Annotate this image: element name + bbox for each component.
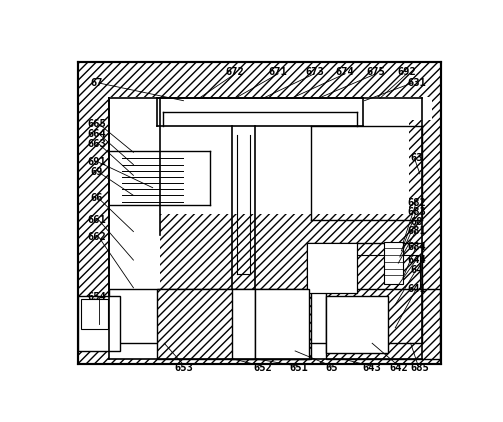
Text: 663: 663 xyxy=(87,139,106,149)
Bar xyxy=(109,289,425,359)
Bar xyxy=(307,243,357,293)
Bar xyxy=(109,97,309,214)
Text: 631: 631 xyxy=(407,78,426,88)
Text: 642: 642 xyxy=(390,363,408,373)
Bar xyxy=(78,295,120,351)
Bar xyxy=(326,255,420,341)
Bar xyxy=(384,242,403,284)
Text: 692: 692 xyxy=(397,67,416,77)
Text: 652: 652 xyxy=(254,363,272,373)
Text: 69: 69 xyxy=(90,167,103,177)
Text: 67: 67 xyxy=(90,78,103,88)
Text: 682: 682 xyxy=(407,198,426,208)
Text: 685: 685 xyxy=(410,363,429,373)
Text: 684: 684 xyxy=(407,242,426,252)
Bar xyxy=(109,97,159,345)
Text: 673: 673 xyxy=(305,67,324,77)
Bar xyxy=(309,97,409,214)
Text: 63: 63 xyxy=(410,154,423,163)
Text: 681: 681 xyxy=(407,226,426,236)
Bar xyxy=(232,289,255,359)
Text: 64: 64 xyxy=(410,265,423,275)
Text: 664: 664 xyxy=(87,129,106,139)
Text: 665: 665 xyxy=(87,119,106,129)
Text: 662: 662 xyxy=(87,232,106,242)
Text: 643: 643 xyxy=(363,363,381,373)
Text: 644: 644 xyxy=(407,255,426,265)
Text: 671: 671 xyxy=(269,67,288,77)
Text: 641: 641 xyxy=(407,284,426,294)
Bar xyxy=(109,289,236,343)
Text: 674: 674 xyxy=(336,67,355,77)
Text: 691: 691 xyxy=(87,157,106,167)
Text: 653: 653 xyxy=(174,363,193,373)
Text: 65: 65 xyxy=(326,363,339,373)
Text: 654: 654 xyxy=(87,292,106,302)
Text: 675: 675 xyxy=(367,67,385,77)
Text: 672: 672 xyxy=(226,67,244,77)
Bar xyxy=(326,289,440,359)
Text: 651: 651 xyxy=(290,363,308,373)
Bar xyxy=(81,299,108,330)
Text: 66: 66 xyxy=(90,193,103,203)
Bar xyxy=(326,295,387,353)
Bar xyxy=(109,97,432,120)
Bar xyxy=(255,289,309,359)
Text: 661: 661 xyxy=(87,215,106,225)
Text: 68: 68 xyxy=(410,216,423,227)
Text: 683: 683 xyxy=(407,207,426,217)
Bar xyxy=(156,289,310,359)
